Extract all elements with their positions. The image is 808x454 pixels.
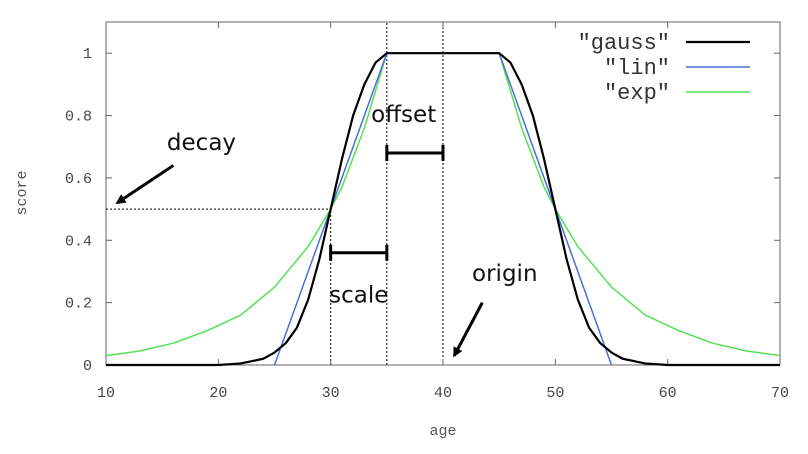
- x-tick-label: 60: [659, 385, 677, 402]
- annotation-label: origin: [472, 261, 538, 287]
- annotation-label: decay: [167, 130, 236, 156]
- range-markers: [329, 144, 445, 261]
- x-tick-label: 20: [209, 385, 227, 402]
- y-tick-label: 0.2: [65, 296, 92, 313]
- annotations: decay offset scale origin: [115, 102, 538, 358]
- y-axis-label: score: [14, 170, 31, 215]
- y-tick-label: 1: [83, 46, 92, 63]
- series-line-0: [106, 52, 780, 367]
- annotation-arrow-0: [115, 164, 175, 205]
- axis-ticks: 10 20 30 40 50 60 70 0 0.2 0.4 0.6 0.8 1: [65, 22, 789, 402]
- legend: "gauss""lin""exp": [578, 31, 750, 106]
- y-tick-label: 0: [83, 358, 92, 375]
- x-axis-label: age: [429, 423, 456, 440]
- x-tick-label: 30: [322, 385, 340, 402]
- legend-label: "exp": [604, 81, 670, 106]
- y-tick-label: 0.8: [65, 109, 92, 126]
- guide-lines: [106, 22, 444, 365]
- plot-frame: [105, 21, 781, 366]
- series-lines: [105, 52, 781, 367]
- annotation-arrow-3: [452, 301, 484, 358]
- y-tick-label: 0.6: [65, 171, 92, 188]
- y-tick-label: 0.4: [65, 233, 92, 250]
- legend-label: "lin": [604, 56, 670, 81]
- x-tick-label: 10: [97, 385, 115, 402]
- x-tick-label: 70: [771, 385, 789, 402]
- x-tick-label: 40: [434, 385, 452, 402]
- annotation-label: scale: [329, 283, 388, 309]
- annotation-label: offset: [371, 102, 436, 128]
- legend-label: "gauss": [578, 31, 670, 56]
- x-tick-label: 50: [546, 385, 564, 402]
